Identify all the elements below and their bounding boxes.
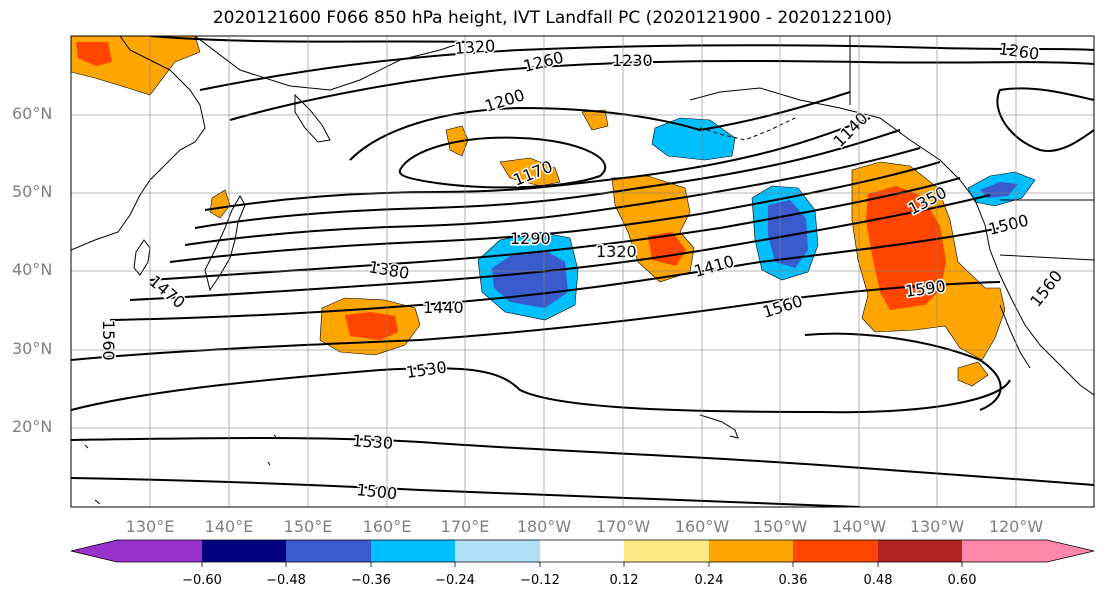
lon-label: 130°E (125, 517, 175, 536)
shade-strong-w-pacific (345, 312, 398, 340)
shade-negative-gulf-core (980, 182, 1018, 198)
lat-label: 20°N (12, 417, 53, 436)
colorbar-segment (962, 540, 1047, 562)
lon-label: 150°W (752, 517, 808, 536)
colorbar-tick-label: −0.48 (266, 573, 306, 588)
lat-label: 50°N (12, 182, 53, 201)
siberia-coast (194, 36, 471, 91)
colorbar-tick-label: 0.36 (778, 573, 808, 588)
hawaii (699, 414, 739, 439)
shade-positive-small-2 (499, 157, 561, 187)
colorbar-tick-label: −0.60 (182, 573, 222, 588)
lon-label: 140°E (204, 517, 254, 536)
colorbar-segment (202, 540, 286, 562)
lon-label: 120°W (988, 517, 1044, 536)
colorbar-segment (540, 540, 624, 562)
colorbar-extend-high (1047, 540, 1094, 562)
lon-label: 170°E (440, 517, 490, 536)
lat-label: 60°N (12, 104, 53, 123)
colorbar-tick-label: −0.36 (351, 573, 391, 588)
tiny-islands (84, 434, 277, 505)
colorbar-segment (878, 540, 962, 562)
lat-label: 40°N (12, 260, 53, 279)
height-contours (71, 36, 1094, 507)
colorbar-tick-label: 0.48 (863, 573, 893, 588)
map-title: 2020121600 F066 850 hPa height, IVT Land… (212, 8, 893, 28)
colorbar-tick-label: −0.12 (520, 573, 560, 588)
colorbar-segment (624, 540, 709, 562)
colorbar-outline (70, 539, 1095, 563)
lon-label: 140°W (831, 517, 887, 536)
shade-positive-baja (957, 361, 989, 387)
contour-label: 1500 (356, 480, 398, 503)
lon-label: 180°W (516, 517, 572, 536)
lat-label: 30°N (12, 339, 53, 358)
colorbar-tick-label: 0.12 (609, 573, 639, 588)
contour-label: 1260 (997, 39, 1040, 63)
colorbar (70, 539, 1095, 567)
colorbar-segment (793, 540, 878, 562)
asia-coast (71, 36, 206, 251)
contour-label: 1560 (99, 320, 118, 361)
lon-label: 160°W (674, 517, 730, 536)
gridlines (71, 36, 1094, 507)
contour-label: 1530 (352, 431, 394, 453)
colorbar-segment (455, 540, 540, 562)
colorbar-tick-label: −0.24 (435, 573, 475, 588)
colorbar-segment (286, 540, 371, 562)
lon-label: 160°E (362, 517, 412, 536)
colorbar-tick-label: 0.60 (947, 573, 977, 588)
plot-frame (70, 35, 1095, 508)
korea-coast (133, 239, 151, 276)
colorbar-segment (709, 540, 793, 562)
lon-label: 150°E (283, 517, 333, 536)
colorbar-segment (117, 540, 202, 562)
colorbar-extend-low (71, 540, 117, 562)
lon-label: 130°W (909, 517, 965, 536)
colorbar-tick-label: 0.24 (694, 573, 724, 588)
baja (999, 304, 1031, 369)
contour-label: 1440 (423, 298, 464, 317)
lon-label: 170°W (595, 517, 651, 536)
contour-label: 1290 (510, 229, 551, 248)
shade-strong-nw (76, 42, 112, 66)
ivt-shading (71, 36, 1036, 387)
contour-label: 1230 (612, 51, 653, 70)
contour-label: 1320 (454, 36, 496, 58)
alaska-coast (689, 87, 961, 181)
na-west-coast (959, 179, 1094, 396)
japan (204, 194, 246, 292)
contour-label: 1320 (596, 242, 637, 261)
colorbar-segment (371, 540, 455, 562)
